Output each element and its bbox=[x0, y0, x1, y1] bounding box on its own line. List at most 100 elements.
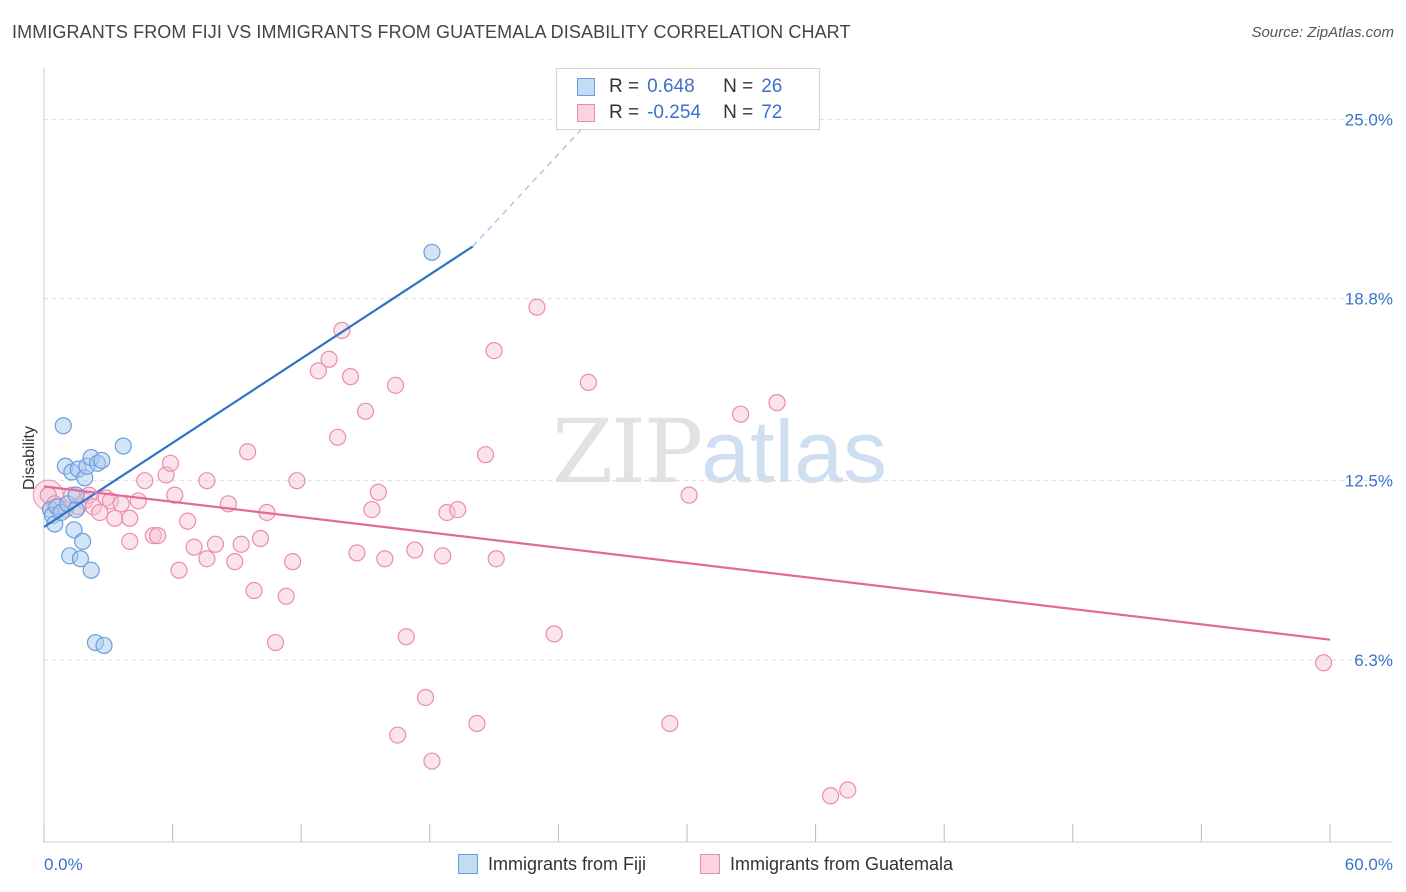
guatemala-point bbox=[198, 472, 216, 490]
watermark: ZIPatlas bbox=[552, 400, 887, 503]
fiji-n-value: 26 bbox=[761, 76, 783, 97]
guatemala-point bbox=[423, 752, 441, 770]
guatemala-point bbox=[822, 787, 840, 805]
fiji-points bbox=[41, 243, 441, 655]
guatemala-point bbox=[386, 376, 405, 394]
fiji-point bbox=[95, 636, 113, 655]
series-legend-fiji: Immigrants from Fiji bbox=[458, 852, 646, 876]
fiji-r-label: R = bbox=[609, 76, 640, 97]
guatemala-point bbox=[485, 342, 503, 360]
guatemala-point bbox=[406, 541, 424, 559]
y-tick-label: 6.3% bbox=[1354, 651, 1393, 670]
correlation-legend: R = 0.648 N = 26 R = -0.254 N = 72 bbox=[556, 68, 820, 130]
guatemala-point bbox=[476, 446, 495, 464]
fiji-point bbox=[73, 532, 92, 550]
guatemala-point bbox=[284, 553, 302, 571]
guatemala-point bbox=[545, 625, 563, 643]
guatemala-point bbox=[468, 714, 486, 733]
y-tick-label: 25.0% bbox=[1345, 110, 1393, 129]
guatemala-point bbox=[121, 532, 139, 550]
guatemala-swatch bbox=[577, 104, 595, 122]
axes: Disability bbox=[21, 68, 1392, 843]
guatemala-point bbox=[348, 544, 366, 562]
guatemala-point bbox=[320, 350, 338, 368]
guatemala-point bbox=[1314, 654, 1333, 672]
y-tick-label: 18.8% bbox=[1345, 290, 1393, 309]
guatemala-point bbox=[438, 503, 456, 522]
guatemala-r-label: R = bbox=[609, 102, 640, 123]
guatemala-point bbox=[356, 402, 375, 420]
guatemala-point bbox=[266, 633, 285, 652]
y-axis-label: Disability bbox=[21, 426, 38, 490]
chart-title: IMMIGRANTS FROM FIJI VS IMMIGRANTS FROM … bbox=[12, 22, 851, 42]
guatemala-point bbox=[487, 550, 505, 568]
guatemala-point bbox=[179, 512, 197, 530]
guatemala-point bbox=[251, 529, 270, 548]
guatemala-legend-label: Immigrants from Guatemala bbox=[730, 853, 954, 874]
guatemala-r-value: -0.254 bbox=[647, 102, 701, 123]
y-tick-label: 12.5% bbox=[1345, 472, 1393, 491]
guatemala-point bbox=[288, 472, 306, 490]
guatemala-legend-swatch bbox=[700, 854, 720, 874]
fiji-legend-swatch bbox=[458, 854, 478, 874]
guatemala-point bbox=[309, 362, 327, 380]
guatemala-points bbox=[32, 298, 1333, 805]
x-tick-label-min: 0.0% bbox=[44, 855, 83, 874]
guatemala-point bbox=[121, 509, 139, 527]
guatemala-point bbox=[277, 587, 295, 605]
guatemala-point bbox=[106, 509, 124, 527]
guatemala-point bbox=[768, 394, 786, 412]
guatemala-point bbox=[226, 553, 244, 571]
guatemala-point bbox=[397, 628, 415, 646]
fiji-r-value: 0.648 bbox=[647, 76, 695, 97]
guatemala-point bbox=[369, 483, 387, 501]
watermark-atlas: atlas bbox=[701, 402, 888, 501]
fiji-legend-label: Immigrants from Fiji bbox=[488, 853, 647, 874]
tick-labels: 6.3% 12.5% 18.8% 25.0% 0.0% 60.0% bbox=[44, 110, 1393, 874]
guatemala-trend-line bbox=[43, 485, 1331, 641]
fiji-point bbox=[93, 451, 111, 470]
guatemala-point bbox=[363, 500, 381, 519]
guatemala-point bbox=[91, 503, 109, 522]
guatemala-point bbox=[112, 495, 130, 513]
guatemala-point bbox=[206, 535, 225, 553]
guatemala-point bbox=[376, 550, 394, 568]
guatemala-point bbox=[329, 428, 347, 446]
guatemala-point bbox=[84, 498, 102, 516]
guatemala-point bbox=[680, 486, 698, 504]
source-label: Source: ZipAtlas.com bbox=[1251, 24, 1394, 41]
guatemala-n-label: N = bbox=[723, 102, 754, 123]
guatemala-point bbox=[449, 500, 467, 519]
grid-lines bbox=[44, 118, 1392, 661]
fiji-point bbox=[114, 437, 132, 455]
guatemala-point bbox=[239, 443, 257, 461]
fiji-point bbox=[54, 417, 72, 435]
guatemala-point bbox=[101, 492, 120, 510]
guatemala-point bbox=[161, 454, 180, 472]
fiji-trend-line bbox=[43, 245, 474, 528]
guatemala-point bbox=[434, 547, 452, 565]
guatemala-point bbox=[148, 526, 167, 545]
guatemala-point bbox=[245, 581, 263, 600]
guatemala-point bbox=[341, 368, 360, 386]
guatemala-point bbox=[389, 726, 407, 744]
guatemala-point bbox=[129, 492, 147, 510]
guatemala-point bbox=[144, 526, 162, 545]
series-legend-guatemala: Immigrants from Guatemala bbox=[700, 852, 953, 876]
guatemala-point bbox=[731, 405, 750, 423]
guatemala-point bbox=[416, 688, 435, 707]
guatemala-point bbox=[528, 298, 546, 316]
guatemala-point bbox=[136, 472, 154, 490]
guatemala-point bbox=[185, 538, 203, 556]
guatemala-point bbox=[170, 561, 188, 579]
guatemala-n-value: 72 bbox=[761, 102, 783, 123]
guatemala-point bbox=[661, 714, 679, 733]
guatemala-point bbox=[839, 781, 857, 799]
fiji-swatch bbox=[577, 78, 595, 96]
legend-row-guatemala: R = -0.254 N = 72 bbox=[577, 101, 782, 125]
x-tick-label-max: 60.0% bbox=[1345, 855, 1393, 874]
fiji-point bbox=[82, 561, 100, 579]
fiji-n-label: N = bbox=[723, 76, 754, 97]
legend-row-fiji: R = 0.648 N = 26 bbox=[577, 75, 782, 99]
